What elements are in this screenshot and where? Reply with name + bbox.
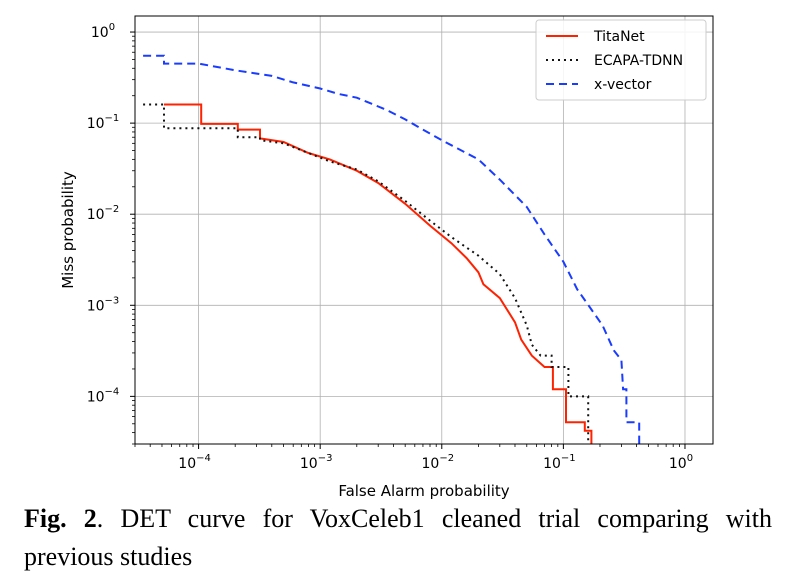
legend-label: ECAPA-TDNN: [594, 53, 683, 69]
figure-caption: Fig. 2. DET curve for VoxCeleb1 cleaned …: [24, 500, 772, 576]
series-line-x-vector: [143, 54, 641, 444]
legend: TitaNet ECAPA-TDNN x-vector: [535, 19, 707, 101]
y-tick-label: 100: [91, 22, 115, 41]
series-line-titanet: [164, 103, 593, 444]
det-chart: 10−4 10−3 10−2 10−1 100 10010−110−210−310−4 …: [59, 15, 714, 500]
x-tick-label: 10−1: [543, 453, 576, 472]
y-axis-ticks: 100 10−1 10−2 10−3 10−4: [87, 22, 135, 445]
y-tick-label: 10−4: [87, 386, 120, 405]
plot-frame: [134, 15, 714, 445]
y-tick-label: 10−3: [87, 295, 120, 314]
y-tick-label: 10−2: [87, 204, 120, 223]
legend-label: x-vector: [594, 77, 652, 93]
y-axis-label: Miss probability: [59, 171, 77, 289]
caption-text: . DET curve for VoxCeleb1 cleaned trial …: [24, 504, 773, 571]
x-axis-ticks: 10−4 10−3 10−2 10−1 100: [134, 444, 693, 472]
x-tick-label: 10−2: [421, 453, 454, 472]
x-tick-label: 100: [669, 453, 693, 472]
legend-label: TitaNet: [593, 29, 645, 45]
y-tick-label: 10−1: [87, 113, 120, 132]
x-tick-label: 10−3: [300, 453, 333, 472]
x-tick-label: 10−4: [178, 453, 211, 472]
series-line-ecapa-tdnn: [143, 103, 590, 444]
x-axis-label: False Alarm probability: [338, 482, 509, 500]
legend-box: [535, 19, 707, 101]
series-lines: [143, 54, 641, 444]
caption-label: Fig. 2: [24, 504, 97, 533]
